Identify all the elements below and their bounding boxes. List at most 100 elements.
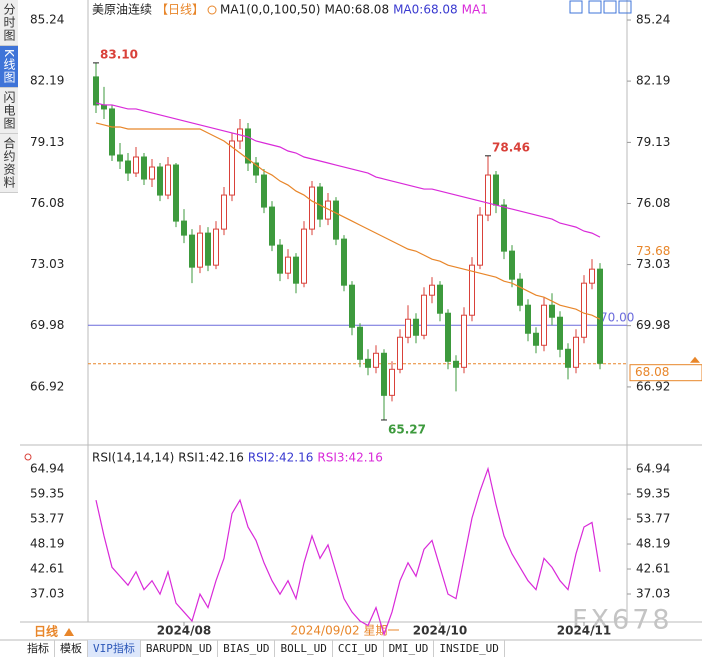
candle-body (229, 140, 235, 196)
tab[interactable]: 指标 (22, 640, 55, 657)
candle-body (557, 316, 563, 350)
y-tick-label: 53.77 (30, 512, 64, 526)
y-tick-label: 79.13 (636, 135, 670, 149)
candle-body (277, 244, 283, 274)
icon[interactable] (603, 0, 617, 14)
y-tick-label: 82.19 (30, 74, 64, 88)
x-tick-label: 2024/10 (413, 624, 467, 638)
candle-body (437, 284, 443, 314)
legend-entry: MA1 (462, 3, 488, 17)
legend-entry: RSI1:42.16 (178, 451, 244, 465)
x-tick-label: 2024/11 (557, 624, 611, 638)
toolbar-icons[interactable] (569, 0, 632, 14)
extreme-label: 83.10 (100, 47, 138, 61)
candle-body (389, 368, 395, 396)
candle-body (469, 264, 475, 316)
y-tick-label: 42.61 (636, 562, 670, 576)
candle-body (581, 282, 587, 338)
candle-body (589, 268, 595, 284)
tab[interactable]: DMI_UD (384, 640, 435, 657)
candle-body (117, 154, 123, 162)
y-tick-label: 59.35 (30, 487, 64, 501)
candle-body (461, 314, 467, 368)
candle-body (533, 332, 539, 346)
side-tab[interactable]: 分时图 (0, 0, 18, 46)
candle-body (509, 250, 515, 280)
tab[interactable]: BARUPDN_UD (141, 640, 219, 657)
candle-body (573, 336, 579, 368)
candle-body (397, 336, 403, 370)
legend-entry: MA0:68.08 (324, 3, 389, 17)
candle-body (341, 238, 347, 286)
candle-body (181, 220, 187, 236)
legend-entry: RSI2:42.16 (248, 451, 314, 465)
y-tick-label: 73.03 (636, 257, 670, 271)
y-tick-label: 85.24 (636, 13, 670, 27)
add-icon (207, 5, 217, 15)
candle-body (269, 206, 275, 246)
series-line (95, 466, 601, 637)
side-tab[interactable]: K线图 (0, 46, 18, 88)
candle-body (301, 228, 307, 284)
candle-body (253, 162, 259, 176)
candle-body (525, 304, 531, 334)
y-tick-label: 37.03 (30, 587, 64, 601)
candle-body (365, 358, 371, 368)
candle-body (501, 204, 507, 252)
period-button[interactable]: 日线 (34, 624, 58, 639)
y-tick-label: 76.08 (30, 196, 64, 210)
candle-body (221, 194, 227, 230)
candle-body (285, 256, 291, 274)
y-tick-label: 76.08 (636, 196, 670, 210)
icon[interactable] (618, 0, 632, 14)
rsi-icon (24, 453, 32, 461)
legend-entry: MA0:68.08 (393, 3, 458, 17)
period-arrow[interactable] (64, 628, 74, 636)
candle-body (133, 156, 139, 174)
candle-body (381, 352, 387, 396)
side-tab[interactable]: 闪电图 (0, 87, 18, 134)
y-tick-label: 42.61 (30, 562, 64, 576)
tab[interactable]: INSIDE_UD (434, 640, 505, 657)
y-tick-label: 69.98 (30, 318, 64, 332)
tab[interactable]: 模板 (55, 640, 88, 657)
y-tick-label: 82.19 (636, 74, 670, 88)
extreme-label: 65.27 (388, 422, 426, 436)
price-label: 70.00 (600, 311, 634, 325)
candle-body (333, 200, 339, 240)
side-tab[interactable]: 合约资料 (0, 133, 18, 193)
y-tick-label: 48.19 (636, 537, 670, 551)
candle-body (165, 164, 171, 196)
period-label: 【日线】 (156, 3, 204, 17)
icon[interactable] (569, 0, 583, 14)
candle-body (141, 156, 147, 180)
y-tick-label: 69.98 (636, 318, 670, 332)
candle-body (317, 186, 323, 220)
candle-body (421, 294, 427, 336)
candle-body (101, 104, 107, 110)
candle-body (349, 284, 355, 328)
candle-body (429, 284, 435, 296)
price-box (629, 364, 702, 382)
candle-body (597, 268, 603, 364)
candle-body (493, 174, 499, 206)
indicator-label: MA1(0,0,100,50) (220, 3, 320, 17)
y-tick-label: 59.35 (636, 487, 670, 501)
candle-body (205, 232, 211, 266)
candle-body (373, 352, 379, 368)
candle-body (213, 228, 219, 266)
y-tick-label: 64.94 (636, 462, 670, 476)
y-tick-label: 66.92 (636, 379, 670, 393)
tab[interactable]: CCI_UD (333, 640, 384, 657)
candle-body (197, 232, 203, 268)
icon[interactable] (588, 0, 602, 14)
y-tick-label: 64.94 (30, 462, 64, 476)
extreme-label: 78.46 (492, 140, 530, 154)
tab[interactable]: BOLL_UD (275, 640, 333, 657)
tab[interactable]: BIAS_UD (218, 640, 276, 657)
x-tick-label: 2024/08 (157, 624, 211, 638)
tab[interactable]: VIP指标 (88, 640, 141, 657)
candle-body (157, 166, 163, 196)
